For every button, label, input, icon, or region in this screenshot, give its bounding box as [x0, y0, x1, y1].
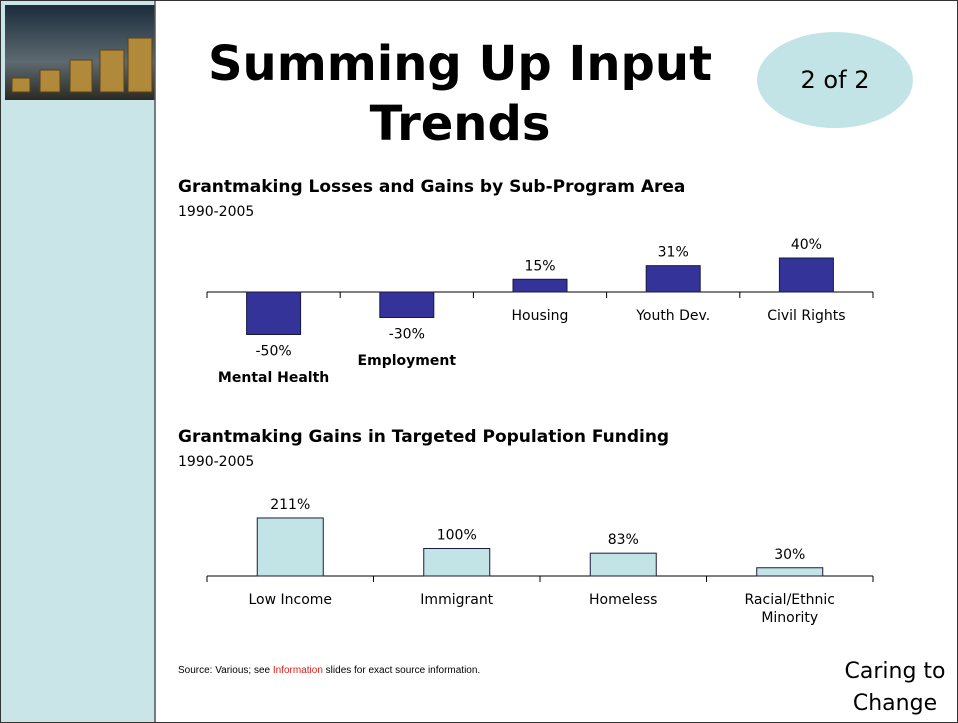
value-label: 40% — [791, 237, 822, 253]
bar — [424, 549, 490, 577]
bar — [779, 258, 833, 292]
value-label: 211% — [270, 497, 310, 513]
value-label: 100% — [437, 528, 477, 544]
category-label: Youth Dev. — [608, 307, 738, 325]
chart-subtitle: 1990-2005 — [178, 204, 254, 220]
category-label: Immigrant — [392, 591, 522, 609]
category-label: Civil Rights — [741, 307, 871, 325]
chart-title: Grantmaking Losses and Gains by Sub-Prog… — [178, 177, 685, 197]
category-label: Low Income — [225, 591, 355, 609]
value-label: -30% — [389, 327, 425, 343]
value-label: 83% — [608, 532, 639, 548]
bar — [646, 266, 700, 292]
source-text: slides for exact source information. — [323, 665, 480, 676]
category-label: Homeless — [558, 591, 688, 609]
category-label: Housing — [475, 307, 605, 325]
bar — [380, 292, 434, 318]
bar — [757, 568, 823, 576]
source-text: Source: Various; see — [178, 665, 273, 676]
bar — [257, 518, 323, 576]
source-link[interactable]: Information — [273, 665, 323, 676]
value-label: 15% — [524, 258, 555, 274]
bar — [513, 279, 567, 292]
slide-title: Summing Up Input Trends — [185, 34, 735, 154]
category-label: Racial/Ethnic Minority — [725, 591, 855, 627]
sidebar — [0, 0, 155, 723]
chart-subtitle: 1990-2005 — [178, 454, 254, 470]
bar — [247, 292, 301, 335]
category-label: Employment — [340, 352, 473, 370]
footer: Caring to Change — [830, 656, 958, 720]
chart-title: Grantmaking Gains in Targeted Population… — [178, 427, 669, 447]
slide: 2 of 2 Grantmaking Losses and Gains by S… — [0, 0, 958, 723]
value-label: -50% — [256, 344, 292, 360]
bar — [590, 553, 656, 576]
value-label: 30% — [774, 547, 805, 563]
page-badge-text: 2 of 2 — [801, 66, 870, 94]
category-label: Mental Health — [207, 369, 340, 387]
value-label: 31% — [658, 245, 689, 261]
source-note: Source: Various; see Information slides … — [178, 665, 480, 676]
